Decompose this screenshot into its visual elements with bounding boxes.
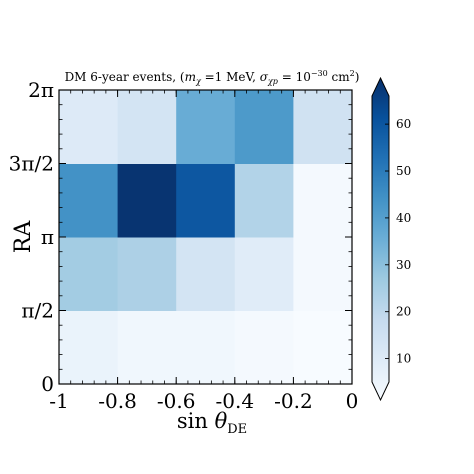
- x-tick-label: -0.2: [274, 389, 313, 413]
- heatmap-cell: [176, 310, 236, 385]
- heatmap-cell: [234, 310, 294, 385]
- y-tick-label: 2π: [28, 78, 54, 102]
- x-axis-ticks: -1 -0.8 -0.6 -0.4 -0.2 0: [49, 90, 358, 413]
- heatmap-cell: [117, 90, 177, 164]
- y-tick-label: π/2: [21, 299, 54, 323]
- heatmap-cell: [176, 163, 236, 238]
- y-axis-label: RA: [11, 220, 36, 254]
- heatmap-cell: [59, 310, 119, 385]
- x-tick-label: 0: [346, 389, 359, 413]
- colorbar: 10 20 30 40 50 60: [371, 76, 411, 402]
- x-tick-label: -0.8: [98, 389, 137, 413]
- heatmap-cells: [59, 90, 353, 385]
- heatmap-cell: [59, 237, 119, 311]
- colorbar-tick-label: 60: [396, 117, 411, 131]
- y-axis-ticks: 0 π/2 π 3π/2 2π: [9, 78, 352, 396]
- x-axis-label: sin θDE: [177, 409, 247, 437]
- y-tick-label: 3π/2: [9, 152, 54, 176]
- x-tick-label: -0.6: [157, 389, 196, 413]
- y-tick-label: 0: [41, 372, 54, 396]
- heatmap-cell: [293, 90, 353, 164]
- colorbar-ticks: 10 20 30 40 50 60: [385, 117, 411, 366]
- x-tick-label: -0.4: [216, 389, 255, 413]
- heatmap-cell: [234, 90, 294, 164]
- colorbar-tick-label: 10: [396, 352, 411, 366]
- colorbar-tick-label: 50: [396, 164, 411, 178]
- heatmap-cell: [59, 90, 119, 164]
- x-tick-label: -1: [49, 389, 68, 413]
- heatmap-cell: [117, 163, 177, 238]
- heatmap-cell: [117, 310, 177, 385]
- heatmap-cell: [293, 310, 353, 385]
- colorbar-tick-label: 40: [396, 211, 411, 225]
- heatmap-cell: [176, 90, 236, 164]
- heatmap-cell: [293, 163, 353, 238]
- heatmap-cell: [176, 237, 236, 311]
- heatmap-cell: [234, 163, 294, 238]
- heatmap-cell: [117, 237, 177, 311]
- colorbar-gradient: [371, 76, 390, 402]
- heatmap-cell: [59, 163, 119, 238]
- heatmap-cell: [234, 237, 294, 311]
- chart-title: DM 6-year events, (mχ =1 MeV, σχp = 10−3…: [65, 69, 360, 86]
- heatmap-cell: [293, 237, 353, 311]
- colorbar-tick-label: 20: [396, 305, 411, 319]
- y-tick-label: π: [41, 225, 54, 249]
- colorbar-tick-label: 30: [396, 258, 411, 272]
